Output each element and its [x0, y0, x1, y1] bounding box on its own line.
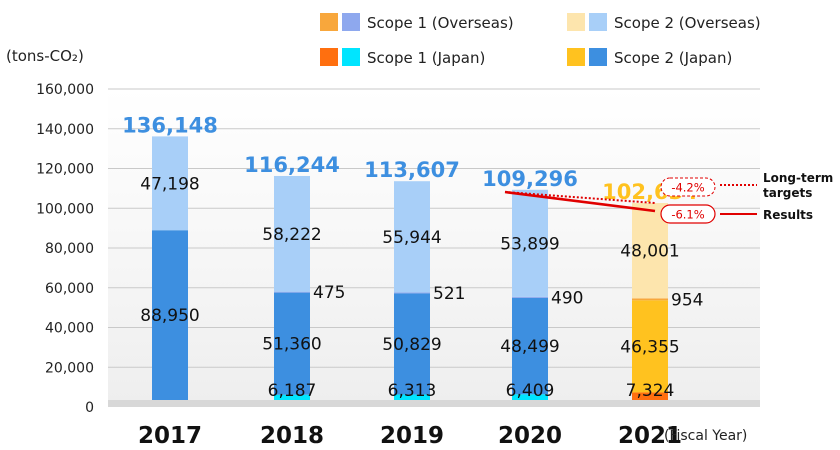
baseline-band	[108, 400, 760, 407]
legend-swatch-3-a	[567, 48, 585, 66]
bar-2021-s2j	[632, 300, 668, 393]
result-percent-label: -6.1%	[671, 208, 704, 222]
legend-swatch-3-b	[589, 48, 607, 66]
total-label-2019: 113,607	[364, 158, 460, 182]
y-tick-80000: 80,000	[45, 241, 94, 257]
bar-2019-s2j	[394, 293, 430, 395]
long-term-targets-label-line1: Long-term	[763, 171, 833, 185]
y-tick-140000: 140,000	[36, 122, 94, 138]
x-axis-categories: 2017 2018 2019 2020 2021	[138, 423, 682, 449]
bar-2020-s2j	[512, 297, 548, 395]
x-category-2017: 2017	[138, 423, 202, 449]
total-label-2018: 116,244	[244, 153, 340, 177]
x-category-2021: 2021	[618, 423, 682, 449]
legend-swatch-2-a	[320, 48, 338, 66]
segment-label-2018-s2j: 51,360	[262, 335, 321, 355]
segment-label-2019-s2j: 50,829	[382, 335, 441, 355]
legend: Scope 1 (Overseas) Scope 2 (Overseas) Scop…	[320, 13, 761, 67]
bar-2019-s1j	[394, 394, 430, 400]
bar-2020-s1o	[512, 296, 548, 298]
legend-swatch-1-b	[589, 13, 607, 31]
bar-2018-s1j	[274, 394, 310, 400]
reduction-annotations: -4.2% -6.1% Long-term targets Results	[504, 171, 833, 224]
segment-label-2018-s1j: 6,187	[268, 381, 317, 401]
target-percent-label: -4.2%	[671, 181, 704, 195]
y-tick-160000: 160,000	[36, 82, 94, 98]
legend-swatch-1-a	[567, 13, 585, 31]
long-term-targets-label-line2: targets	[763, 186, 812, 200]
segment-labels: 47,198 88,950 58,222 475 51,360 6,187 55,944 52…	[140, 174, 703, 401]
segment-label-2019-s2o: 55,944	[382, 228, 441, 248]
bar-2020-s1j	[512, 394, 548, 400]
segment-label-2020-s2j: 48,499	[500, 337, 559, 357]
segment-label-2020-s1o: 490	[551, 288, 583, 308]
y-axis-ticks: 0 20,000 40,000 60,000 80,000 100,000 120,000 1…	[36, 82, 94, 416]
segment-label-2017-s2o: 47,198	[140, 174, 199, 194]
results-label: Results	[763, 208, 813, 222]
segment-label-2019-s1o: 521	[433, 284, 465, 304]
x-axis-label: (Fiscal Year)	[664, 428, 747, 444]
bar-2018-s1o	[274, 291, 310, 293]
legend-label-1: Scope 2 (Overseas)	[614, 14, 761, 32]
x-category-2020: 2020	[498, 423, 562, 449]
legend-swatch-2-b	[342, 48, 360, 66]
legend-swatch-0-b	[342, 13, 360, 31]
bar-2021-s1o	[632, 298, 668, 301]
result-trend-line	[504, 190, 656, 213]
bar-2018-s2j	[274, 292, 310, 395]
y-tick-100000: 100,000	[36, 201, 94, 217]
gridlines	[108, 88, 760, 368]
legend-label-3: Scope 2 (Japan)	[614, 49, 732, 67]
segment-label-2020-s2o: 53,899	[500, 234, 559, 254]
x-category-2018: 2018	[260, 423, 324, 449]
y-axis-label: (tons-CO₂)	[6, 47, 84, 65]
total-label-2020: 109,296	[482, 167, 578, 191]
y-tick-120000: 120,000	[36, 162, 94, 178]
legend-swatch-0-a	[320, 13, 338, 31]
bar-2017-s2j	[152, 230, 188, 400]
bar-2021-s1j	[632, 392, 668, 400]
result-pill	[660, 204, 716, 224]
legend-label-2: Scope 1 (Japan)	[367, 49, 485, 67]
target-pill	[660, 177, 716, 197]
x-category-2019: 2019	[380, 423, 444, 449]
segment-label-2018-s2o: 58,222	[262, 225, 321, 245]
bar-2018-s2o	[274, 175, 310, 292]
bar-2020-s2o	[512, 189, 548, 297]
segment-label-2021-s2j: 46,355	[620, 337, 679, 357]
bar-2019-s1o	[394, 292, 430, 294]
segment-label-2021-s1o: 954	[671, 290, 703, 310]
segment-label-2018-s1o: 475	[313, 283, 345, 303]
bar-2017-s2o	[152, 136, 188, 231]
total-label-2017: 136,148	[122, 113, 218, 137]
y-tick-20000: 20,000	[45, 360, 94, 376]
long-term-target-line	[504, 191, 656, 204]
bars	[152, 136, 668, 400]
legend-label-0: Scope 1 (Overseas)	[367, 14, 514, 32]
segment-label-2021-s2o: 48,001	[620, 242, 679, 262]
y-tick-60000: 60,000	[45, 281, 94, 297]
segment-label-2021-s1j: 7,324	[626, 381, 675, 401]
y-tick-40000: 40,000	[45, 321, 94, 337]
segment-label-2017-s2j: 88,950	[140, 306, 199, 326]
bar-2019-s2o	[394, 181, 430, 293]
y-tick-0: 0	[85, 400, 94, 416]
segment-label-2020-s1j: 6,409	[506, 381, 555, 401]
segment-label-2019-s1j: 6,313	[388, 381, 437, 401]
